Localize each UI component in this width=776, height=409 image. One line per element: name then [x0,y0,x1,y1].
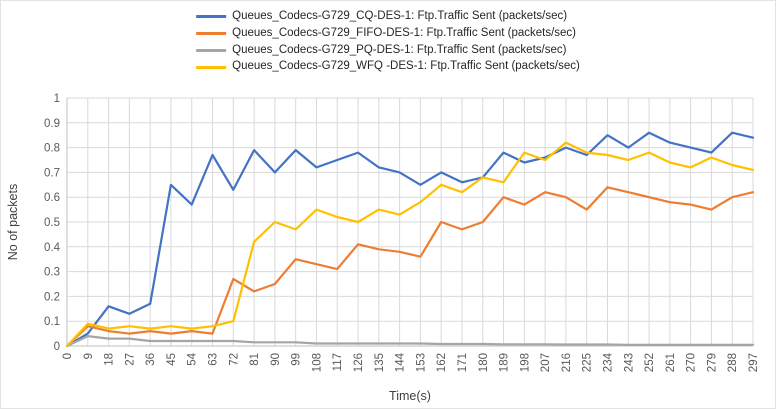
legend-item-cq[interactable]: Queues_Codecs-G729_CQ-DES-1: Ftp.Traffic… [196,10,580,24]
x-tick-label: 270 [686,353,698,372]
y-tick-label: 0.5 [44,217,60,229]
x-tick-label: 90 [270,353,282,366]
series-line-2[interactable] [65,335,755,348]
x-tick-label: 0 [62,353,74,359]
x-tick-label: 225 [582,353,594,372]
x-tick-label: 135 [374,353,386,372]
x-tick-label: 189 [499,353,511,372]
legend-item-pq[interactable]: Queues_Codecs-G729_PQ-DES-1: Ftp.Traffic… [196,44,580,58]
x-tick-label: 63 [208,353,220,366]
y-tick-label: 0 [54,341,60,353]
y-tick-label: 1 [54,93,60,105]
x-tick-label: 162 [436,353,448,372]
x-tick-label: 153 [415,353,427,372]
y-tick-label: 0.6 [44,192,60,204]
x-tick-label: 252 [644,353,656,372]
x-tick-label: 243 [623,353,635,372]
legend-label-pq: Queues_Codecs-G729_PQ-DES-1: Ftp.Traffic… [232,43,567,56]
legend-label-fifo: Queues_Codecs-G729_FIFO-DES-1: Ftp.Traff… [232,26,577,39]
y-tick-label: 0.7 [44,167,60,179]
y-tick-label: 0.2 [44,291,60,303]
x-tick-label: 45 [166,353,178,366]
x-tick-label: 72 [228,353,240,366]
x-axis-title: Time(s) [389,389,431,403]
y-tick-label: 0.1 [44,316,60,328]
legend-label-cq: Queues_Codecs-G729_CQ-DES-1: Ftp.Traffic… [232,10,568,22]
x-tick-label: 216 [561,353,573,372]
legend-swatch-fifo-line [196,32,227,36]
legend-item-wfq[interactable]: Queues_Codecs-G729_WFQ -DES-1: Ftp.Traff… [196,60,580,74]
legend-swatch-wfq-line [196,65,227,69]
x-tick-label: 99 [291,353,303,366]
y-tick-label: 0.8 [44,143,60,155]
x-tick-label: 198 [519,353,531,372]
y-tick-label: 0.4 [44,242,61,254]
x-tick-label: 54 [187,352,199,365]
series-line-3[interactable] [65,141,755,348]
y-tick-label: 0.9 [44,118,60,130]
legend-swatch-cq-line [196,15,227,19]
x-tick-label: 9 [83,353,95,359]
x-tick-label: 288 [727,353,739,372]
x-tick-label: 27 [124,353,136,366]
series-line-1[interactable] [65,186,755,348]
y-tick-label: 0.3 [44,267,60,279]
x-tick-label: 81 [249,353,261,366]
x-tick-label: 117 [332,353,344,371]
y-axis-title: No of packets [6,184,20,260]
x-tick-label: 234 [602,352,614,372]
x-tick-label: 144 [395,352,407,372]
x-tick-label: 108 [311,353,323,372]
x-tick-label: 261 [665,353,677,372]
legend-label-wfq: Queues_Codecs-G729_WFQ -DES-1: Ftp.Traff… [232,60,580,73]
series-line-0[interactable] [65,131,755,348]
x-tick-label: 126 [353,353,365,372]
x-tick-label: 297 [748,353,760,372]
x-tick-label: 180 [478,353,490,372]
x-tick-label: 207 [540,353,552,372]
legend: Queues_Codecs-G729_CQ-DES-1: Ftp.Traffic… [196,10,580,74]
x-tick-label: 18 [104,353,116,366]
x-tick-label: 36 [145,353,157,366]
legend-item-fifo[interactable]: Queues_Codecs-G729_FIFO-DES-1: Ftp.Traff… [196,27,580,41]
x-tick-label: 171 [457,353,469,372]
x-tick-label: 279 [706,353,718,372]
legend-swatch-pq-line [196,48,227,52]
